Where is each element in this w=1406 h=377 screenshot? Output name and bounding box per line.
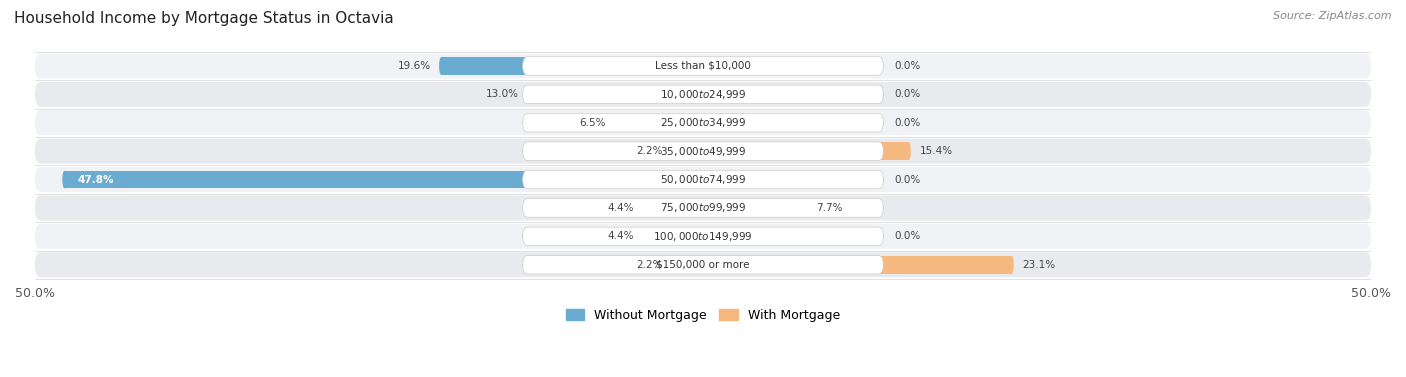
FancyBboxPatch shape xyxy=(523,227,883,245)
Text: Source: ZipAtlas.com: Source: ZipAtlas.com xyxy=(1274,11,1392,21)
Ellipse shape xyxy=(672,256,676,274)
Bar xyxy=(703,199,806,217)
Bar xyxy=(703,256,1011,274)
Bar xyxy=(703,143,908,160)
Text: 2.2%: 2.2% xyxy=(637,260,662,270)
Bar xyxy=(616,114,703,132)
FancyBboxPatch shape xyxy=(35,139,1371,164)
Text: 13.0%: 13.0% xyxy=(485,89,519,100)
Text: $25,000 to $34,999: $25,000 to $34,999 xyxy=(659,116,747,129)
Text: 0.0%: 0.0% xyxy=(894,89,921,100)
Bar xyxy=(673,143,703,160)
FancyBboxPatch shape xyxy=(523,142,883,160)
Text: 4.4%: 4.4% xyxy=(607,203,634,213)
FancyBboxPatch shape xyxy=(35,110,1371,135)
Text: $35,000 to $49,999: $35,000 to $49,999 xyxy=(659,145,747,158)
Text: $150,000 or more: $150,000 or more xyxy=(657,260,749,270)
Text: Less than $10,000: Less than $10,000 xyxy=(655,61,751,71)
Text: 19.6%: 19.6% xyxy=(398,61,430,71)
Text: Household Income by Mortgage Status in Octavia: Household Income by Mortgage Status in O… xyxy=(14,11,394,26)
Ellipse shape xyxy=(643,199,647,217)
Ellipse shape xyxy=(62,171,66,188)
Text: $75,000 to $99,999: $75,000 to $99,999 xyxy=(659,201,747,215)
FancyBboxPatch shape xyxy=(35,167,1371,192)
FancyBboxPatch shape xyxy=(523,113,883,132)
FancyBboxPatch shape xyxy=(523,170,883,189)
FancyBboxPatch shape xyxy=(35,224,1371,249)
Bar xyxy=(441,57,703,75)
Bar xyxy=(65,171,703,188)
FancyBboxPatch shape xyxy=(523,199,883,217)
Ellipse shape xyxy=(527,86,531,103)
Text: 4.4%: 4.4% xyxy=(607,231,634,241)
Bar xyxy=(673,256,703,274)
Text: 7.7%: 7.7% xyxy=(817,203,844,213)
Text: $10,000 to $24,999: $10,000 to $24,999 xyxy=(659,88,747,101)
FancyBboxPatch shape xyxy=(523,256,883,274)
Text: $50,000 to $74,999: $50,000 to $74,999 xyxy=(659,173,747,186)
FancyBboxPatch shape xyxy=(35,195,1371,221)
FancyBboxPatch shape xyxy=(35,252,1371,277)
Ellipse shape xyxy=(643,228,647,245)
Text: 6.5%: 6.5% xyxy=(579,118,606,128)
Text: $100,000 to $149,999: $100,000 to $149,999 xyxy=(654,230,752,243)
Ellipse shape xyxy=(804,199,808,217)
Text: 47.8%: 47.8% xyxy=(77,175,114,185)
Ellipse shape xyxy=(439,57,443,75)
Bar xyxy=(644,228,703,245)
Text: 2.2%: 2.2% xyxy=(637,146,662,156)
Ellipse shape xyxy=(672,143,676,160)
Text: 0.0%: 0.0% xyxy=(894,61,921,71)
Text: 0.0%: 0.0% xyxy=(894,175,921,185)
Text: 23.1%: 23.1% xyxy=(1022,260,1056,270)
Text: 0.0%: 0.0% xyxy=(894,231,921,241)
Text: 15.4%: 15.4% xyxy=(920,146,952,156)
Bar xyxy=(644,199,703,217)
Bar xyxy=(529,86,703,103)
FancyBboxPatch shape xyxy=(523,57,883,75)
Ellipse shape xyxy=(614,114,619,132)
Legend: Without Mortgage, With Mortgage: Without Mortgage, With Mortgage xyxy=(561,304,845,327)
FancyBboxPatch shape xyxy=(35,54,1371,78)
Ellipse shape xyxy=(1010,256,1014,274)
FancyBboxPatch shape xyxy=(35,82,1371,107)
FancyBboxPatch shape xyxy=(523,85,883,104)
Text: 0.0%: 0.0% xyxy=(894,118,921,128)
Ellipse shape xyxy=(907,143,911,160)
